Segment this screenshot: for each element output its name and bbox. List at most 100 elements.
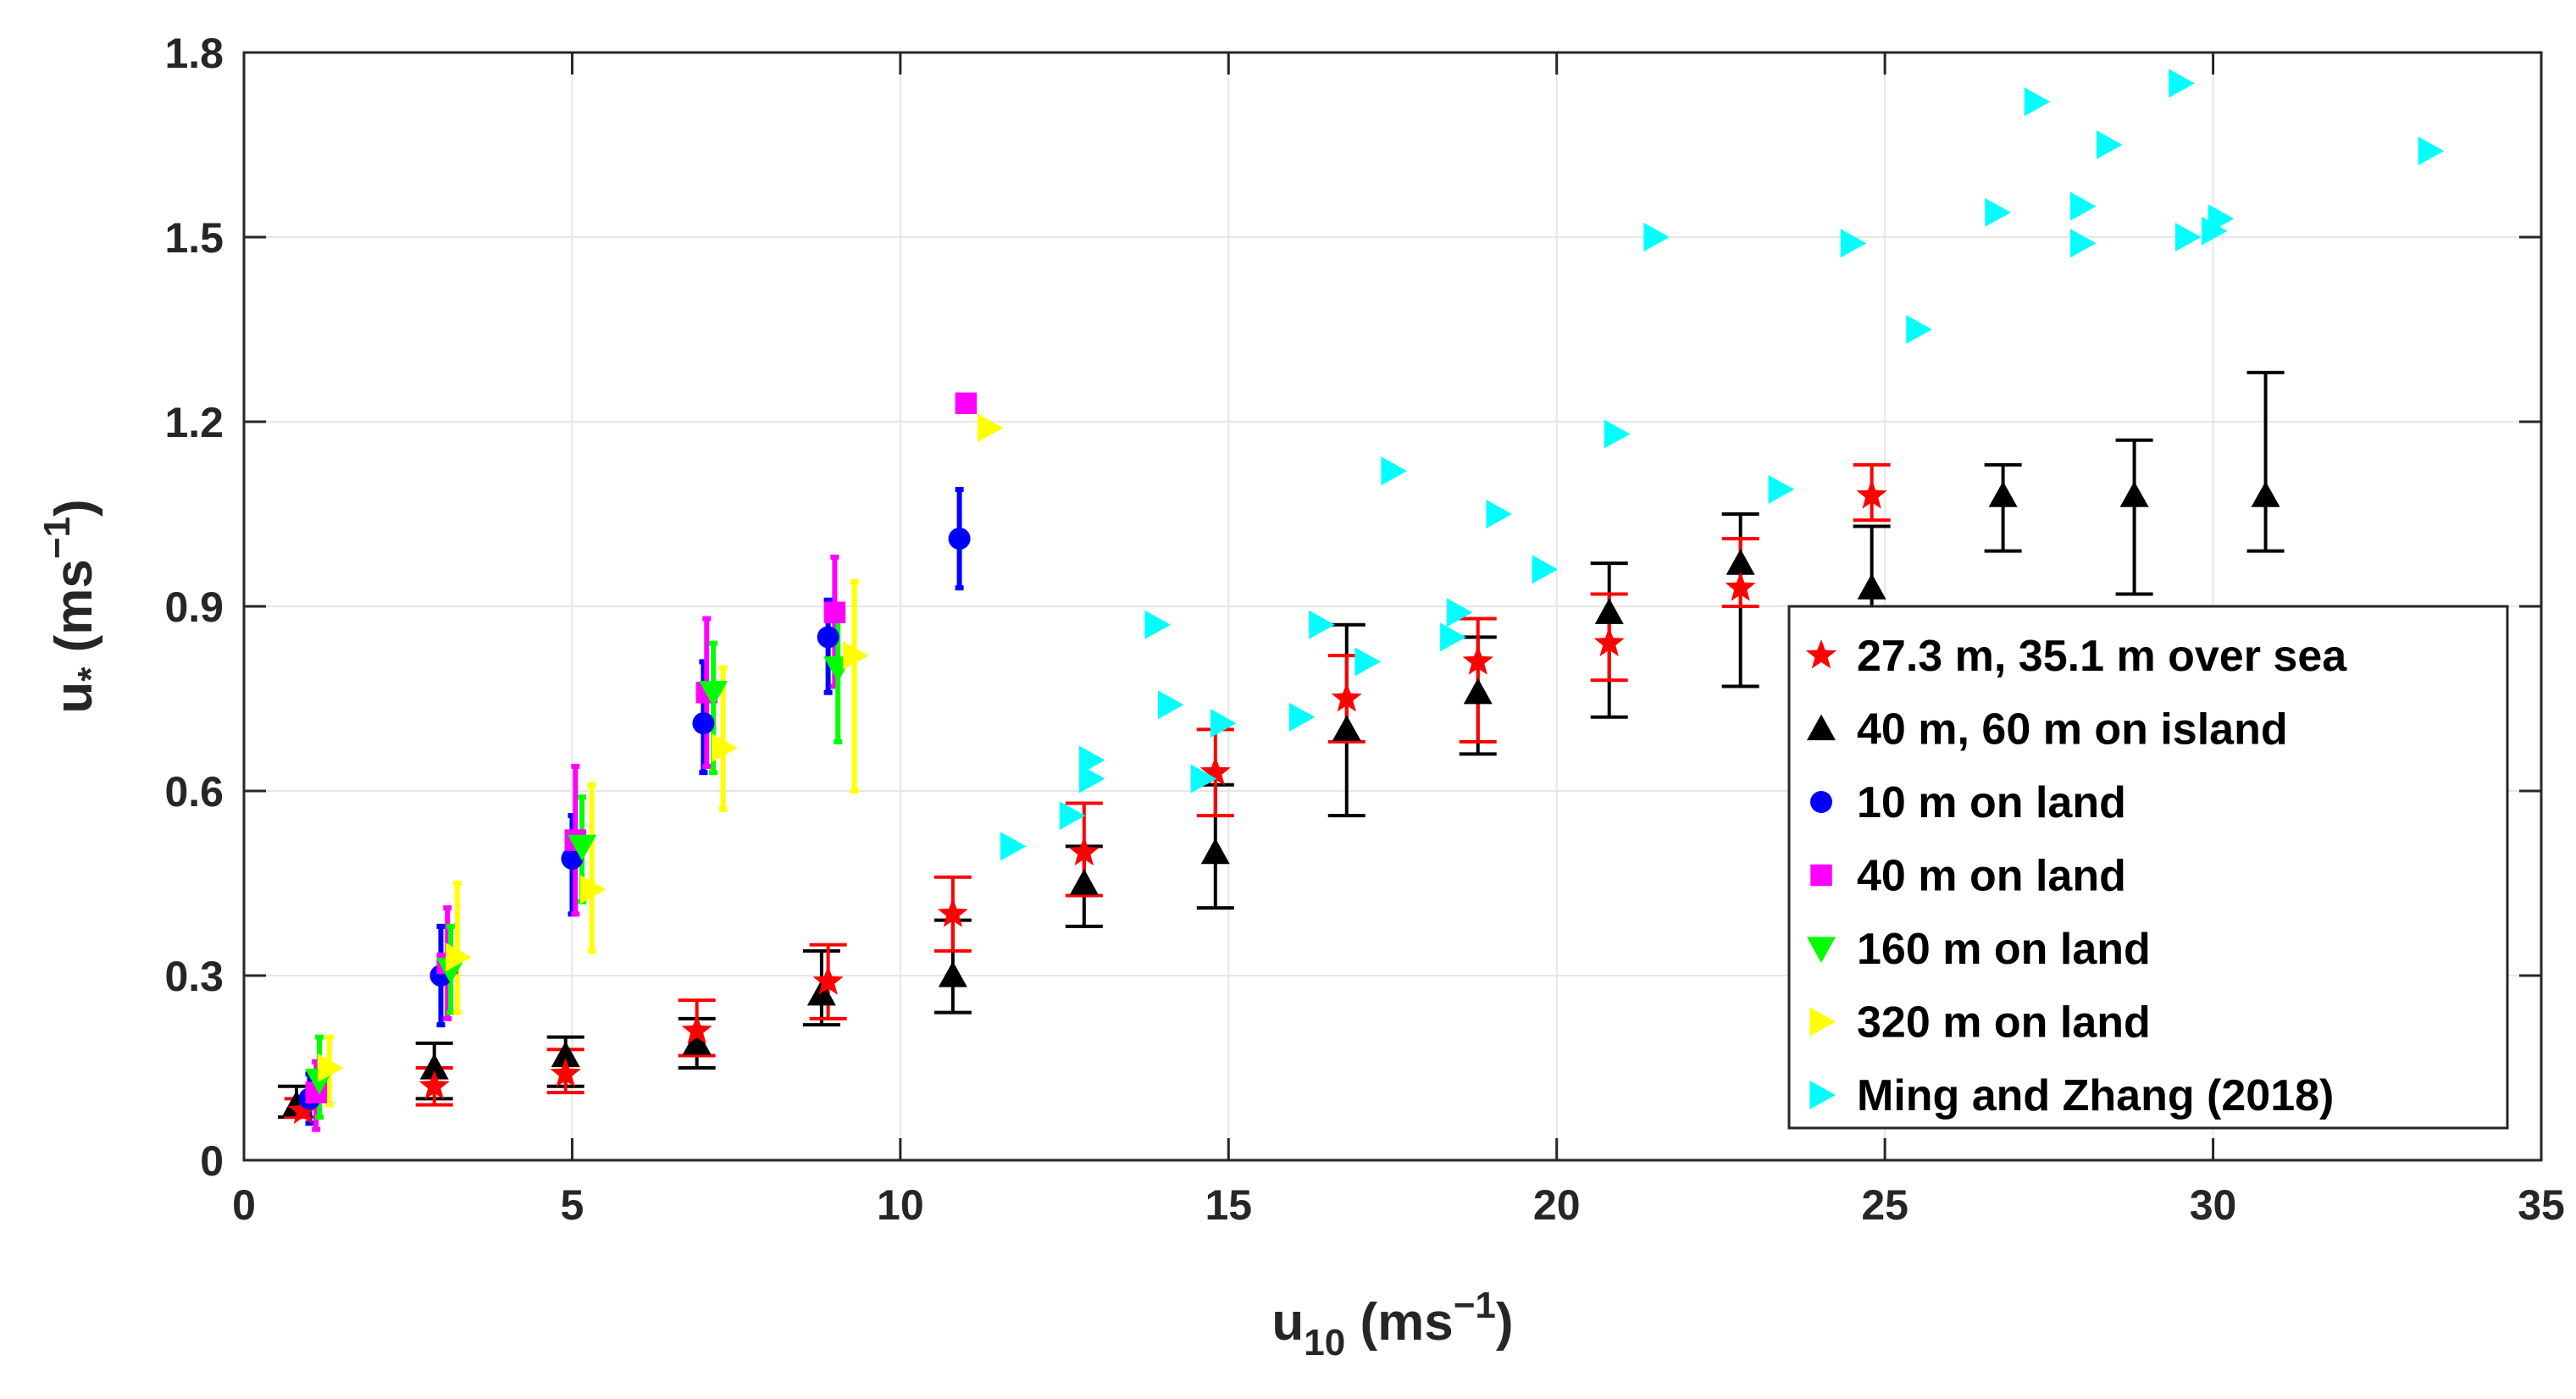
- legend-marker-5: [1809, 1007, 1836, 1037]
- y-tick-label-0.3: 0.3: [164, 953, 224, 1000]
- legend-marker-2: [1810, 791, 1832, 813]
- marker-s6-p0: [1000, 832, 1027, 861]
- marker-s1-p14: [2119, 481, 2149, 507]
- y-tick-label-0.9: 0.9: [164, 583, 224, 631]
- marker-s1-p15: [2251, 481, 2280, 507]
- marker-s6-p27: [2174, 223, 2202, 252]
- marker-s2-p4: [817, 626, 839, 649]
- marker-s5-p1: [446, 943, 472, 972]
- marker-s0-p4: [812, 965, 844, 995]
- legend-label-2: 10 m on land: [1857, 778, 2126, 827]
- marker-s1-p8: [1332, 715, 1361, 741]
- marker-s6-p24: [2070, 191, 2097, 221]
- x-tick-label-35: 35: [2518, 1181, 2565, 1229]
- marker-s5-p0: [318, 1053, 344, 1082]
- marker-s6-p3: [1078, 745, 1105, 775]
- marker-s6-p19: [1840, 229, 1867, 258]
- x-tick-label-0: 0: [232, 1181, 256, 1229]
- data-markers: [281, 69, 2445, 1125]
- marker-s0-p10: [1593, 627, 1625, 656]
- marker-s0-p0: [287, 1094, 319, 1125]
- x-tick-label-20: 20: [1533, 1181, 1581, 1229]
- marker-s6-p4: [1144, 610, 1172, 639]
- legend-label-1: 40 m, 60 m on island: [1857, 705, 2288, 755]
- marker-s6-p18: [1768, 474, 1795, 504]
- marker-s0-p11: [1725, 572, 1756, 601]
- marker-s1-p1: [419, 1053, 449, 1080]
- marker-s6-p25: [2096, 130, 2123, 159]
- legend-marker-6: [1809, 1081, 1836, 1109]
- marker-s6-p15: [1532, 555, 1559, 584]
- marker-s6-p14: [1486, 500, 1512, 528]
- marker-s4-p2: [568, 834, 597, 861]
- x-tick-label-10: 10: [877, 1181, 924, 1229]
- y-tick-label-0.6: 0.6: [164, 768, 224, 816]
- marker-s6-p29: [2208, 204, 2235, 234]
- legend-label-3: 40 m on land: [1857, 852, 2126, 901]
- marker-s1-p11: [1726, 549, 1755, 575]
- marker-s6-p9: [1309, 610, 1335, 639]
- marker-s6-p30: [2418, 136, 2445, 166]
- marker-s0-p12: [1856, 479, 1887, 509]
- x-tick-label-15: 15: [1205, 1181, 1252, 1229]
- marker-s3-p4: [823, 601, 846, 624]
- marker-s0-p8: [1331, 683, 1362, 712]
- marker-s6-p10: [1354, 647, 1382, 677]
- legend-marker-3: [1810, 864, 1832, 887]
- marker-s6-p5: [1157, 690, 1184, 720]
- marker-s6-p2: [1078, 764, 1105, 794]
- marker-s1-p3: [682, 1028, 712, 1055]
- legend-marker-0: [1805, 639, 1837, 669]
- marker-s6-p22: [2024, 87, 2051, 117]
- marker-s4-p3: [699, 681, 728, 707]
- legend-label-4: 160 m on land: [1857, 925, 2151, 974]
- marker-s1-p7: [1200, 838, 1230, 865]
- marker-s6-p7: [1210, 709, 1237, 738]
- marker-s6-p16: [1604, 419, 1631, 449]
- marker-s0-p7: [1199, 756, 1231, 786]
- marker-s6-p28: [2201, 216, 2228, 246]
- marker-s0-p6: [1068, 836, 1100, 865]
- y-tick-label-1.2: 1.2: [164, 399, 224, 446]
- legend-marker-1: [1807, 714, 1836, 741]
- marker-s2-p5: [948, 528, 971, 550]
- x-tick-label-5: 5: [561, 1181, 584, 1229]
- marker-s6-p20: [1906, 315, 1932, 344]
- marker-s3-p5: [955, 392, 978, 414]
- marker-s2-p3: [692, 712, 715, 735]
- marker-s1-p5: [938, 961, 967, 987]
- y-axis-label: u* (ms−1): [36, 499, 112, 713]
- marker-s2-p2: [561, 847, 584, 870]
- marker-s1-p9: [1463, 677, 1493, 705]
- marker-s6-p11: [1381, 456, 1407, 486]
- x-axis-label: u10 (ms−1): [1271, 1285, 1513, 1363]
- marker-s1-p10: [1594, 598, 1624, 624]
- legend: 27.3 m, 35.1 m over sea 40 m, 60 m on isl…: [1787, 605, 2509, 1130]
- marker-s1-p12: [1857, 573, 1886, 600]
- marker-s1-p2: [551, 1041, 580, 1068]
- marker-s0-p5: [937, 898, 968, 927]
- marker-s6-p26: [2169, 69, 2195, 98]
- marker-s1-p6: [1069, 869, 1099, 895]
- marker-s1-p13: [1988, 481, 2018, 507]
- legend-box: [1787, 605, 2509, 1130]
- x-tick-label-30: 30: [2190, 1181, 2237, 1229]
- legend-label-5: 320 m on land: [1857, 998, 2151, 1048]
- marker-s6-p12: [1440, 622, 1466, 652]
- marker-s0-p1: [418, 1070, 450, 1100]
- y-tick-label-0: 0: [200, 1137, 224, 1185]
- y-tick-label-1.5: 1.5: [164, 214, 224, 262]
- marker-s5-p5: [977, 413, 1004, 443]
- marker-s6-p1: [1059, 801, 1086, 831]
- y-tick-label-1.8: 1.8: [164, 30, 224, 77]
- legend-marker-4: [1807, 937, 1836, 963]
- x-tick-label-25: 25: [1861, 1181, 1908, 1229]
- marker-s0-p2: [550, 1058, 581, 1087]
- marker-s5-p3: [712, 733, 738, 763]
- marker-s6-p6: [1190, 764, 1217, 794]
- axes: 0 5 10 15 20 25 30 35 0 0.3 0.6 0.9 1.2 1.5 1.8: [164, 30, 2564, 1229]
- marker-s0-p3: [681, 1015, 712, 1044]
- marker-s6-p8: [1288, 702, 1316, 732]
- marker-s6-p17: [1643, 223, 1670, 252]
